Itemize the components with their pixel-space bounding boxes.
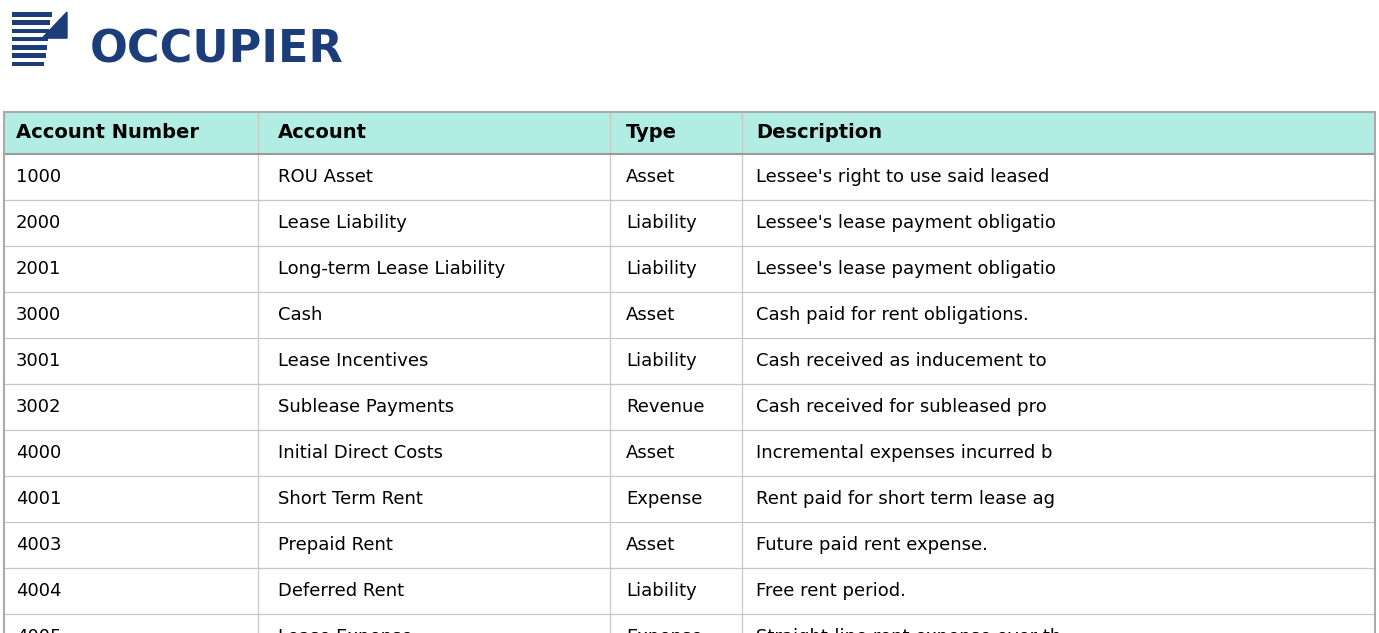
Text: 3000: 3000 bbox=[17, 306, 61, 324]
Text: 1000: 1000 bbox=[17, 168, 61, 186]
Bar bbox=[12, 12, 51, 16]
Text: Expense: Expense bbox=[626, 490, 702, 508]
Text: Liability: Liability bbox=[626, 260, 696, 278]
Text: Lessee's lease payment obligatio: Lessee's lease payment obligatio bbox=[756, 214, 1056, 232]
Text: Expense: Expense bbox=[626, 628, 702, 633]
Text: 2000: 2000 bbox=[17, 214, 61, 232]
Text: Asset: Asset bbox=[626, 444, 676, 462]
Bar bbox=[12, 20, 51, 25]
Text: 4001: 4001 bbox=[17, 490, 62, 508]
Text: Cash: Cash bbox=[279, 306, 323, 324]
Text: Liability: Liability bbox=[626, 352, 696, 370]
Text: Account Number: Account Number bbox=[17, 123, 199, 142]
Text: 4005: 4005 bbox=[17, 628, 62, 633]
Text: Revenue: Revenue bbox=[626, 398, 705, 416]
Text: Description: Description bbox=[756, 123, 883, 142]
Bar bbox=[12, 45, 47, 50]
Text: Lessee's right to use said leased: Lessee's right to use said leased bbox=[756, 168, 1049, 186]
Text: 3001: 3001 bbox=[17, 352, 62, 370]
Text: Lease Incentives: Lease Incentives bbox=[279, 352, 429, 370]
Text: Cash received as inducement to: Cash received as inducement to bbox=[756, 352, 1047, 370]
Text: Sublease Payments: Sublease Payments bbox=[279, 398, 454, 416]
Text: OCCUPIER: OCCUPIER bbox=[90, 28, 343, 72]
Text: Prepaid Rent: Prepaid Rent bbox=[279, 536, 393, 554]
Bar bbox=[12, 61, 44, 66]
Text: Liability: Liability bbox=[626, 214, 696, 232]
Text: Asset: Asset bbox=[626, 536, 676, 554]
Text: 4003: 4003 bbox=[17, 536, 62, 554]
Text: Lessee's lease payment obligatio: Lessee's lease payment obligatio bbox=[756, 260, 1056, 278]
Text: Cash paid for rent obligations.: Cash paid for rent obligations. bbox=[756, 306, 1029, 324]
Text: Asset: Asset bbox=[626, 306, 676, 324]
Text: 4000: 4000 bbox=[17, 444, 61, 462]
Text: Initial Direct Costs: Initial Direct Costs bbox=[279, 444, 443, 462]
Text: Type: Type bbox=[626, 123, 677, 142]
Text: Account: Account bbox=[279, 123, 367, 142]
Text: Lease Expense: Lease Expense bbox=[279, 628, 412, 633]
Text: Lease Liability: Lease Liability bbox=[279, 214, 407, 232]
Text: Deferred Rent: Deferred Rent bbox=[279, 582, 404, 600]
Text: 3002: 3002 bbox=[17, 398, 62, 416]
Text: Free rent period.: Free rent period. bbox=[756, 582, 906, 600]
Text: Liability: Liability bbox=[626, 582, 696, 600]
Text: 4004: 4004 bbox=[17, 582, 62, 600]
Text: Rent paid for short term lease ag: Rent paid for short term lease ag bbox=[756, 490, 1055, 508]
Polygon shape bbox=[43, 12, 68, 38]
Text: Long-term Lease Liability: Long-term Lease Liability bbox=[279, 260, 505, 278]
Text: ROU Asset: ROU Asset bbox=[279, 168, 372, 186]
Text: Short Term Rent: Short Term Rent bbox=[279, 490, 423, 508]
Text: Straight-line rent expense over th: Straight-line rent expense over th bbox=[756, 628, 1062, 633]
Bar bbox=[12, 37, 48, 41]
Text: Cash received for subleased pro: Cash received for subleased pro bbox=[756, 398, 1047, 416]
Text: Future paid rent expense.: Future paid rent expense. bbox=[756, 536, 987, 554]
Bar bbox=[4, 112, 1375, 154]
Text: 2001: 2001 bbox=[17, 260, 62, 278]
Text: Asset: Asset bbox=[626, 168, 676, 186]
Bar bbox=[12, 28, 50, 33]
Bar bbox=[12, 53, 46, 58]
Text: Incremental expenses incurred b: Incremental expenses incurred b bbox=[756, 444, 1052, 462]
